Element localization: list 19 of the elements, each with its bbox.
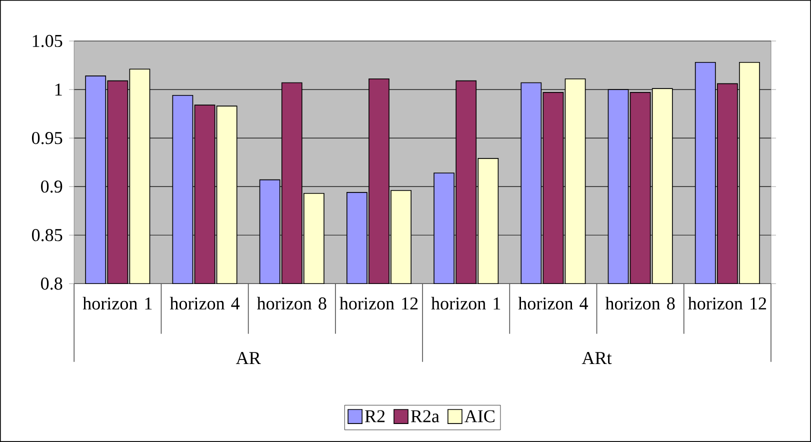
x-tick-label: horizon 8 xyxy=(256,296,326,310)
x-tick-label: horizon 1 xyxy=(82,296,152,310)
y-tick-label: 0.85 xyxy=(32,229,62,242)
legend-label: R2 xyxy=(365,410,385,422)
x-tick-label: horizon 8 xyxy=(605,296,675,310)
y-tick-label: 0.8 xyxy=(41,278,62,290)
y-tick-label: 1.05 xyxy=(32,34,62,48)
x-tick-label: horizon 1 xyxy=(431,296,500,310)
x-tick-label: horizon 12 xyxy=(340,296,418,310)
x-tick-label: horizon 4 xyxy=(170,296,240,310)
y-tick-label: 0.95 xyxy=(32,132,62,144)
y-tick-label: 0.9 xyxy=(41,180,62,193)
x-tick-label: horizon 4 xyxy=(518,296,588,310)
x-tick-label: horizon 12 xyxy=(688,296,766,310)
y-tick-label: 1 xyxy=(55,84,62,96)
text: AR xyxy=(236,352,261,364)
text: ARt xyxy=(582,352,612,364)
legend-label: R2a xyxy=(410,410,440,422)
legend-label: AIC xyxy=(464,410,494,422)
